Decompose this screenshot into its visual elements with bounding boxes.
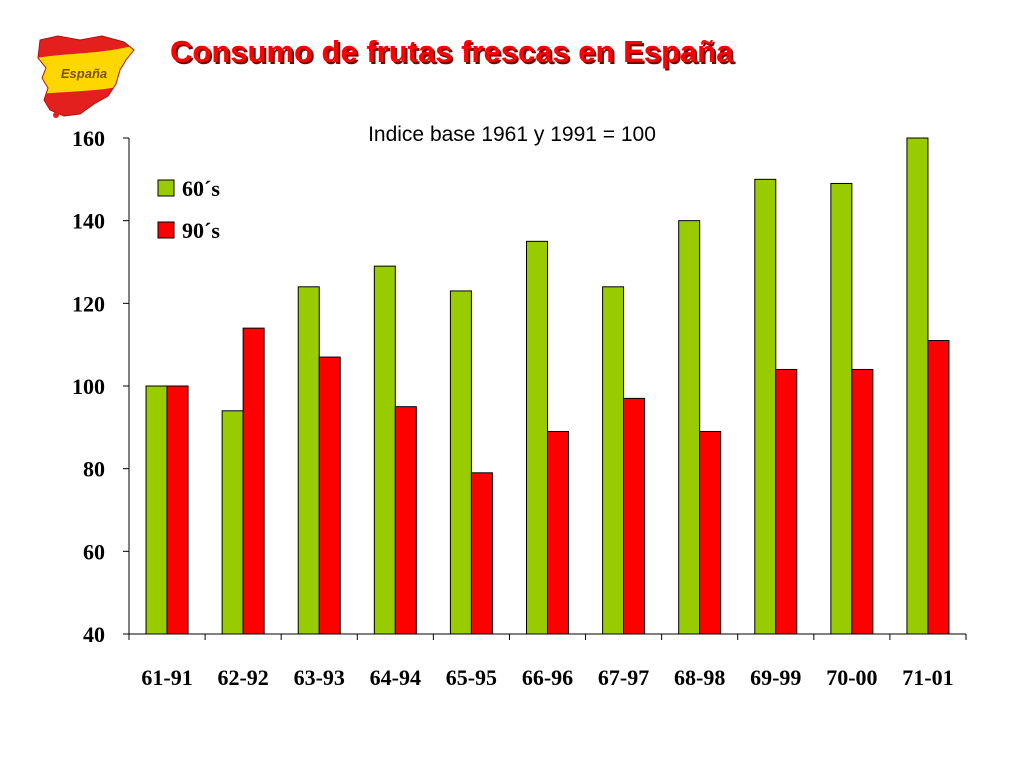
x-tick-label: 64-94 <box>370 665 421 690</box>
y-tick-label: 40 <box>83 622 105 647</box>
y-tick-label: 140 <box>72 209 105 234</box>
logo-text: España <box>61 66 107 81</box>
x-tick-label: 61-91 <box>141 665 192 690</box>
bar-60s-68-98 <box>678 220 701 635</box>
bar-60s-67-97 <box>602 286 625 635</box>
page-title: Consumo de frutas frescas en España <box>170 34 734 69</box>
x-tick-label: 71-01 <box>902 665 953 690</box>
y-tick-label: 100 <box>72 374 105 399</box>
spain-map-logo: España <box>37 35 135 118</box>
x-tick-label: 67-97 <box>598 665 649 690</box>
bar-90s-66-96 <box>547 430 569 635</box>
bar-60s-61-91 <box>145 385 168 635</box>
y-tick-label: 160 <box>72 126 105 151</box>
axes-layer: 61-91 62-92 63-93 64-94 65-95 66-96 67-97 68-98… <box>72 126 967 690</box>
x-tick-label: 62-92 <box>217 665 268 690</box>
x-tick-label: 63-93 <box>294 665 345 690</box>
x-tick-label: 66-96 <box>522 665 573 690</box>
bar-90s-61-91 <box>166 385 189 635</box>
x-tick-label: 69-99 <box>750 665 801 690</box>
x-tick-label: 65-95 <box>446 665 497 690</box>
bar-90s-67-97 <box>623 397 646 635</box>
bar-60s-69-99 <box>754 178 777 635</box>
bar-90s-62-92 <box>242 327 265 635</box>
legend-label-60s: 60´s <box>182 176 220 201</box>
x-tick-label: 68-98 <box>674 665 725 690</box>
bar-90s-71-01 <box>927 340 950 635</box>
bar-60s-65-95 <box>449 290 472 635</box>
bar-90s-69-99 <box>775 368 798 635</box>
x-tick-label: 70-00 <box>826 665 877 690</box>
legend-swatch-60s <box>157 179 175 197</box>
bar-90s-68-98 <box>699 430 722 635</box>
bar-90s-65-95 <box>470 472 493 635</box>
bar-60s-62-92 <box>221 410 244 635</box>
y-tick-label: 120 <box>72 291 105 316</box>
bar-60s-71-01 <box>906 137 929 635</box>
bar-90s-70-00 <box>851 368 874 635</box>
legend-swatch-90s <box>157 221 175 239</box>
legend-label-90s: 90´s <box>182 218 220 243</box>
chart-subtitle: Indice base 1961 y 1991 = 100 <box>368 123 656 146</box>
bar-60s-66-96 <box>526 240 548 635</box>
bar-60s-70-00 <box>830 182 853 635</box>
bar-90s-63-93 <box>318 356 341 635</box>
bar-60s-63-93 <box>297 286 320 635</box>
y-tick-label: 60 <box>83 539 105 564</box>
bar-60s-64-94 <box>373 265 396 635</box>
bar-90s-64-94 <box>394 406 417 635</box>
legend: 60´s 90´s <box>157 176 220 243</box>
bars-layer <box>145 137 950 635</box>
y-tick-label: 80 <box>83 457 105 482</box>
